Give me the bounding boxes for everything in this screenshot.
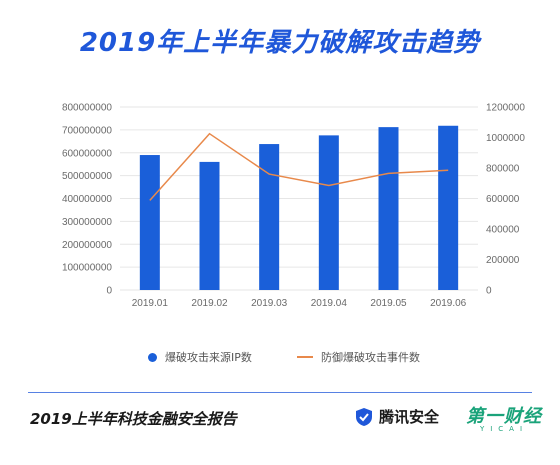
tencent-security-text: 腾讯安全: [379, 408, 440, 426]
y-right-tick-label: 600000: [486, 194, 520, 205]
bar: [438, 125, 459, 290]
bar: [259, 144, 280, 290]
left-axis-ticks: 0 100000000 200000000 300000000 400000000 500…: [62, 103, 113, 297]
chart-canvas: 0 100000000 200000000 300000000 400000000 500…: [62, 103, 525, 310]
right-axis-ticks: 0 200000 400000 600000 800000 1000000 1200000: [486, 103, 525, 297]
y-left-tick-label: 0: [106, 286, 112, 297]
bar-series: [139, 125, 459, 290]
yicai-logo-sub: YICAI: [479, 425, 529, 433]
y-right-tick-label: 1000000: [486, 133, 525, 144]
x-tick-label: 2019.02: [191, 298, 228, 309]
y-right-tick-label: 1200000: [486, 103, 525, 114]
x-tick-label: 2019.05: [370, 298, 407, 309]
y-right-tick-label: 800000: [486, 164, 520, 175]
x-tick-label: 2019.01: [132, 298, 169, 309]
y-left-tick-label: 700000000: [62, 125, 112, 136]
legend-item-bar: 爆破攻击来源IP数: [148, 349, 252, 365]
footer-divider: [28, 392, 532, 393]
y-right-tick-label: 400000: [486, 225, 520, 236]
legend-bar-marker: [148, 352, 157, 362]
y-left-tick-label: 400000000: [62, 194, 112, 205]
y-left-tick-label: 300000000: [62, 217, 112, 228]
y-right-tick-label: 200000: [486, 255, 520, 266]
tencent-security-logo: 腾讯安全: [355, 406, 439, 427]
y-left-tick-label: 800000000: [62, 103, 112, 114]
line-series: [149, 132, 449, 201]
chart-title: 2019年上半年暴力破解攻击趋势: [79, 28, 481, 58]
tencent-shield-icon: [356, 407, 372, 426]
legend-item-line: 防御爆破攻击事件数: [297, 349, 420, 365]
y-left-tick-label: 600000000: [62, 148, 112, 159]
legend-line-label: 防御爆破攻击事件数: [321, 351, 420, 364]
x-tick-label: 2019.04: [311, 298, 348, 309]
y-left-tick-label: 200000000: [62, 240, 112, 251]
x-tick-label: 2019.03: [251, 298, 288, 309]
bar: [318, 135, 339, 290]
legend-line-marker: [297, 356, 313, 358]
report-title: 2019上半年科技金融安全报告: [30, 410, 237, 428]
bar: [378, 127, 399, 290]
x-axis-ticks: 2019.01 2019.02 2019.03 2019.04 2019.05 2019.…: [132, 298, 467, 309]
yicai-logo: 第一财经 YICAI: [466, 402, 542, 433]
y-right-tick-label: 0: [486, 286, 492, 297]
bar: [199, 161, 220, 290]
legend-bar-label: 爆破攻击来源IP数: [165, 351, 252, 364]
yicai-logo-text: 第一财经: [466, 406, 542, 427]
y-left-tick-label: 500000000: [62, 171, 112, 182]
bar: [139, 155, 160, 290]
line-path: [149, 132, 449, 201]
x-tick-label: 2019.06: [430, 298, 467, 309]
grid-lines: [120, 106, 478, 291]
y-left-tick-label: 100000000: [62, 263, 112, 274]
